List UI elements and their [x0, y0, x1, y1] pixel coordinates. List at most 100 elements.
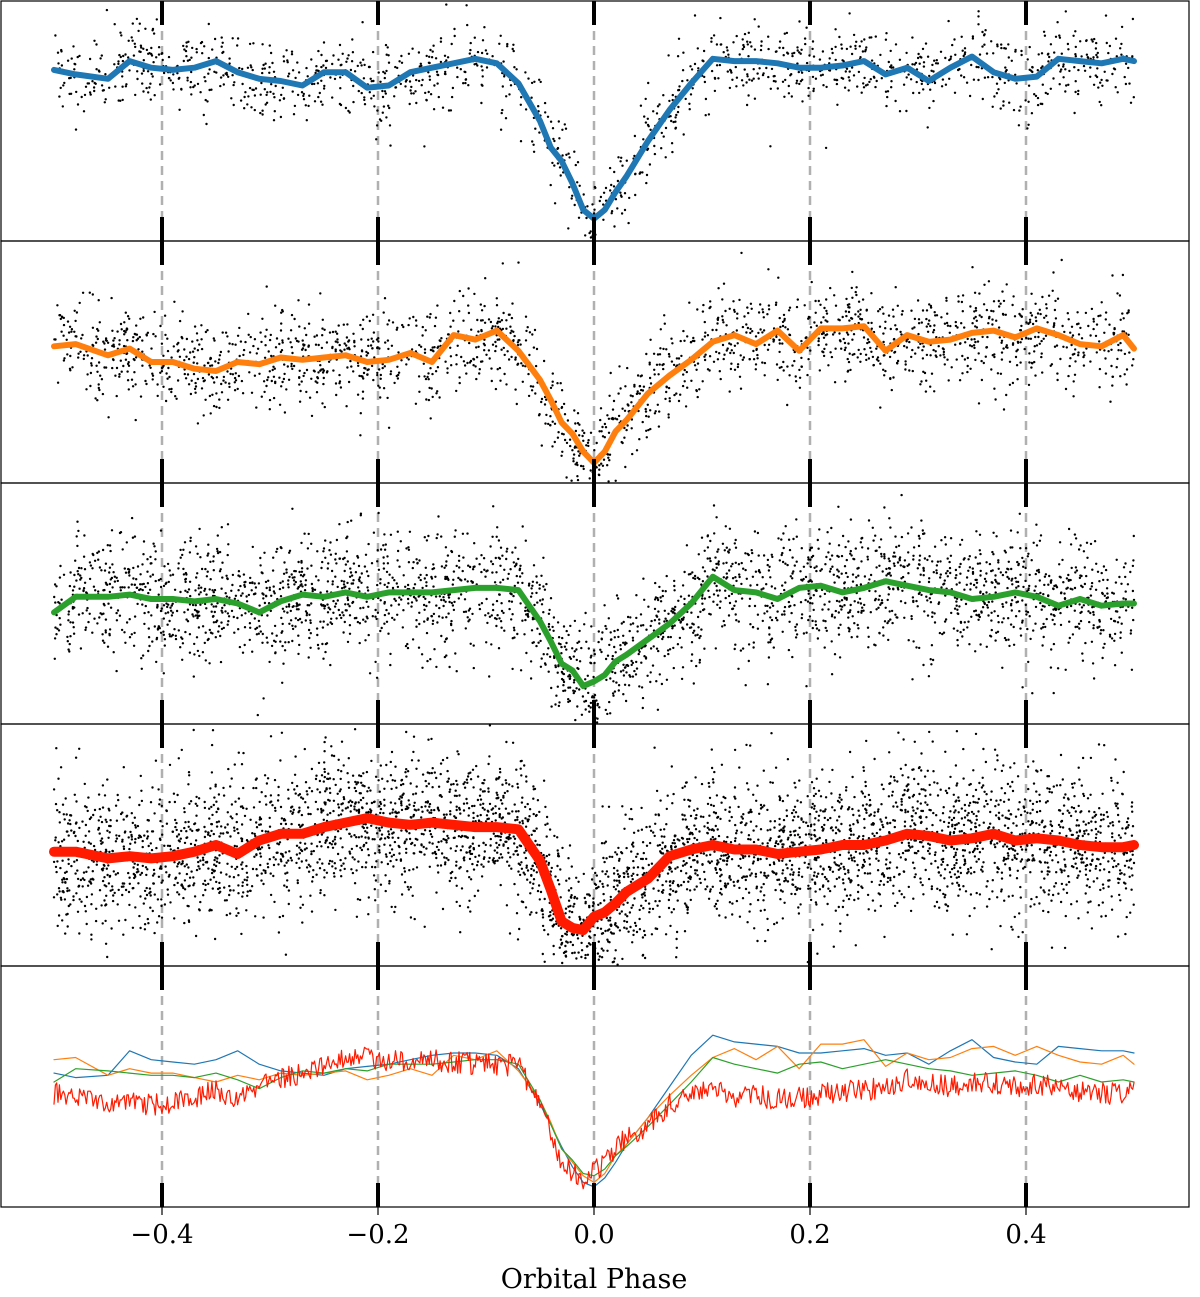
scatter-point [183, 541, 187, 544]
scatter-point [868, 36, 871, 39]
scatter-point [604, 186, 608, 190]
scatter-point [327, 360, 331, 363]
scatter-point [426, 659, 429, 663]
scatter-point [58, 314, 61, 317]
scatter-point [407, 323, 410, 327]
scatter-point [814, 623, 818, 627]
scatter-point [691, 339, 695, 343]
scatter-point [97, 299, 100, 302]
scatter-point [1045, 617, 1048, 621]
scatter-point [313, 100, 317, 103]
scatter-point [1052, 323, 1056, 327]
scatter-point [908, 340, 911, 344]
scatter-point [347, 54, 350, 57]
scatter-point [178, 76, 181, 80]
scatter-point [185, 355, 188, 358]
scatter-point [151, 374, 155, 377]
scatter-point [660, 682, 664, 686]
scatter-point [845, 331, 849, 334]
scatter-point [972, 344, 976, 347]
scatter-point [688, 108, 691, 111]
scatter-point [378, 386, 381, 389]
scatter-point [870, 327, 873, 330]
scatter-point [485, 353, 488, 356]
scatter-point [476, 50, 480, 54]
scatter-point [915, 80, 918, 84]
scatter-point [450, 364, 453, 367]
scatter-point [701, 338, 704, 341]
scatter-point [783, 95, 786, 99]
scatter-point [1117, 343, 1120, 347]
scatter-point [551, 384, 554, 387]
scatter-point [444, 360, 447, 363]
scatter-point [406, 646, 410, 650]
scatter-point [857, 300, 861, 303]
scatter-point [778, 342, 781, 345]
scatter-point [89, 384, 92, 388]
scatter-point [322, 550, 325, 553]
scatter-point [674, 116, 677, 119]
scatter-point [786, 365, 789, 368]
scatter-point [352, 84, 355, 88]
scatter-point [847, 310, 851, 314]
scatter-point [1079, 619, 1083, 623]
scatter-point [556, 382, 559, 385]
scatter-point [589, 701, 593, 705]
scatter-point [272, 365, 275, 368]
scatter-point [475, 557, 478, 560]
scatter-point [963, 358, 967, 361]
scatter-point [371, 347, 374, 350]
scatter-point [851, 270, 854, 274]
scatter-point [955, 358, 958, 361]
scatter-point [285, 49, 288, 52]
scatter-point [696, 47, 699, 50]
scatter-point [303, 532, 306, 535]
scatter-point [279, 640, 282, 643]
scatter-point [339, 87, 342, 90]
scatter-point [501, 327, 505, 331]
scatter-point [189, 80, 193, 84]
scatter-point [396, 326, 399, 329]
scatter-point [917, 534, 921, 538]
scatter-point [142, 90, 145, 93]
scatter-point [77, 566, 81, 570]
scatter-point [487, 349, 491, 352]
scatter-point [323, 405, 326, 409]
scatter-point [549, 183, 552, 187]
panel-blue [0, 0, 1190, 242]
scatter-point [820, 321, 823, 324]
scatter-point [478, 607, 482, 611]
scatter-point [807, 592, 810, 595]
scatter-point [545, 582, 548, 586]
scatter-point [635, 392, 639, 396]
scatter-point [151, 372, 154, 375]
scatter-point [136, 77, 139, 81]
scatter-point [716, 317, 719, 321]
scatter-point [233, 597, 237, 600]
scatter-point [904, 363, 907, 366]
scatter-point [1089, 75, 1092, 79]
scatter-point [1002, 299, 1006, 303]
scatter-point [1043, 316, 1046, 319]
scatter-point [926, 126, 929, 129]
scatter-point [921, 357, 925, 360]
scatter-point [819, 303, 822, 306]
scatter-point [1076, 92, 1080, 96]
scatter-point [578, 629, 581, 633]
scatter-point [791, 54, 794, 58]
scatter-point [287, 72, 291, 75]
scatter-point [290, 362, 293, 366]
scatter-point [208, 628, 211, 632]
scatter-point [840, 599, 844, 602]
scatter-point [80, 337, 83, 340]
scatter-point [539, 639, 542, 643]
scatter-point [703, 335, 707, 338]
scatter-point [316, 376, 319, 379]
scatter-point [789, 575, 792, 578]
scatter-point [611, 408, 615, 411]
scatter-point [898, 58, 902, 61]
scatter-point [1073, 373, 1077, 376]
scatter-point [623, 192, 627, 195]
scatter-point [1089, 334, 1092, 337]
scatter-point [1060, 68, 1063, 71]
